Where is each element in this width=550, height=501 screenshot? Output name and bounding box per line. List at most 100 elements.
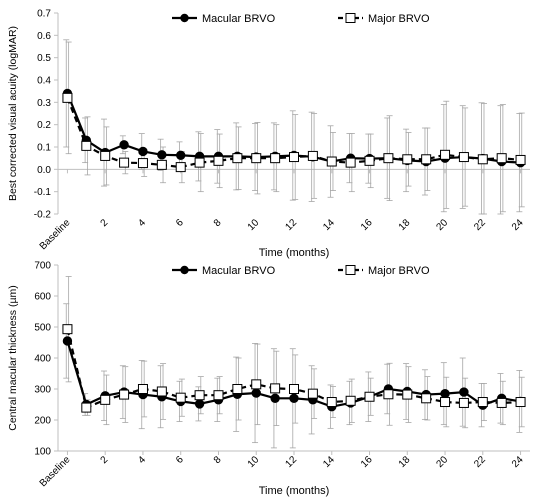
y-tick-label: 0.6 — [37, 31, 51, 42]
x-tick-label: 12 — [283, 217, 299, 233]
legend-marker — [180, 265, 189, 275]
x-tick-label: 4 — [136, 217, 148, 229]
data-point-major-brvo — [458, 152, 469, 163]
data-point-major-brvo — [402, 389, 413, 400]
data-point-major-brvo — [289, 384, 299, 394]
data-point-major-brvo — [477, 154, 488, 165]
data-point-macular-brvo — [289, 393, 299, 403]
data-point-major-brvo — [496, 397, 507, 408]
x-tick-label: 20 — [435, 454, 451, 470]
x-tick-label: 10 — [246, 217, 262, 233]
y-tick-label: 700 — [34, 261, 51, 272]
y-tick-label: 400 — [34, 354, 51, 365]
data-point-major-brvo — [496, 153, 507, 164]
x-tick-label: 14 — [321, 454, 337, 470]
data-point-macular-brvo — [157, 150, 167, 160]
data-point-major-brvo — [289, 152, 299, 163]
legend-label: Macular BRVO — [202, 13, 276, 25]
data-point-major-brvo — [458, 397, 469, 408]
data-point-major-brvo — [137, 384, 148, 394]
data-point-major-brvo — [213, 155, 224, 166]
x-tick-label: 18 — [397, 217, 413, 233]
y-tick-label: 0.7 — [37, 9, 51, 20]
data-point-major-brvo — [175, 162, 186, 173]
data-point-major-brvo — [81, 140, 92, 151]
data-point-major-brvo — [364, 391, 375, 402]
data-point-major-brvo — [194, 390, 205, 401]
data-point-major-brvo — [307, 388, 318, 399]
data-point-major-brvo — [345, 395, 356, 406]
y-tick-label: 600 — [34, 292, 51, 303]
x-tick-label: 12 — [283, 454, 299, 470]
legend-marker — [345, 265, 356, 275]
data-point-macular-brvo — [138, 146, 148, 157]
data-point-major-brvo — [137, 158, 148, 169]
data-point-macular-brvo — [119, 140, 129, 150]
x-tick-label: 24 — [510, 217, 526, 233]
data-point-major-brvo — [62, 324, 73, 335]
data-point-major-brvo — [364, 155, 375, 166]
data-point-major-brvo — [326, 397, 337, 408]
x-tick-label: 6 — [174, 217, 186, 229]
legend-marker — [345, 13, 356, 23]
y-tick-label: 0.0 — [37, 165, 51, 176]
data-point-major-brvo — [213, 390, 224, 401]
x-axis-title: Time (months) — [259, 485, 330, 497]
y-tick-label: -0.2 — [34, 210, 52, 221]
data-point-major-brvo — [421, 154, 432, 165]
y-tick-label: 0.1 — [37, 143, 51, 154]
x-tick-label: 16 — [359, 217, 375, 233]
data-point-major-brvo — [383, 389, 394, 400]
y-tick-label: 300 — [34, 385, 51, 396]
x-tick-label: 20 — [435, 217, 451, 233]
x-tick-label: 14 — [321, 217, 337, 233]
data-point-major-brvo — [270, 153, 281, 164]
data-point-major-brvo — [251, 379, 262, 390]
legend-label: Major BRVO — [368, 265, 430, 277]
x-tick-label: 22 — [472, 454, 488, 470]
x-tick-label: 2 — [99, 217, 111, 229]
data-point-major-brvo — [402, 154, 413, 165]
legend-label: Major BRVO — [368, 13, 430, 25]
chart-visual-acuity: -0.2 -0.1 0.0 0.1 0.2 0.3 0.4 0.5 0.6 0.7 Baseline… — [7, 9, 530, 259]
x-tick-label: 16 — [359, 454, 375, 470]
y-axis-title: Best corrected visual acuity (logMAR) — [7, 26, 19, 201]
y-tick-label: 0.3 — [37, 98, 51, 109]
data-point-major-brvo — [383, 153, 394, 164]
data-point-major-brvo — [251, 153, 262, 164]
data-point-major-brvo — [100, 394, 111, 405]
x-tick-label: 18 — [397, 454, 413, 470]
x-tick-label: 8 — [212, 454, 224, 466]
y-tick-label: 100 — [34, 447, 51, 458]
legend-label: Macular BRVO — [202, 265, 276, 277]
data-point-major-brvo — [156, 159, 167, 170]
data-point-major-brvo — [81, 402, 92, 413]
x-tick-label: 6 — [174, 454, 186, 466]
data-point-major-brvo — [270, 383, 281, 394]
data-point-major-brvo — [440, 397, 451, 408]
data-point-major-brvo — [100, 150, 111, 161]
y-tick-label: 0.5 — [37, 53, 51, 64]
legend-marker — [180, 13, 189, 23]
data-point-major-brvo — [421, 393, 432, 404]
data-point-major-brvo — [194, 157, 205, 168]
data-point-macular-brvo — [62, 336, 73, 346]
data-point-major-brvo — [156, 386, 167, 397]
data-point-major-brvo — [345, 157, 356, 168]
data-point-major-brvo — [326, 156, 337, 167]
data-point-macular-brvo — [270, 393, 280, 403]
y-tick-label: 0.4 — [37, 76, 51, 87]
data-point-macular-brvo — [251, 388, 261, 398]
x-tick-label: 10 — [246, 454, 262, 470]
y-tick-label: -0.1 — [34, 187, 52, 198]
y-tick-label: 500 — [34, 323, 51, 334]
data-point-major-brvo — [477, 397, 488, 408]
x-axis-title: Time (months) — [259, 247, 330, 259]
x-tick-label: 4 — [136, 454, 148, 466]
data-point-major-brvo — [307, 150, 318, 161]
y-tick-label: 200 — [34, 416, 51, 427]
data-point-major-brvo — [175, 392, 186, 403]
data-point-macular-brvo — [176, 150, 186, 160]
y-tick-label: 0.2 — [37, 120, 51, 131]
